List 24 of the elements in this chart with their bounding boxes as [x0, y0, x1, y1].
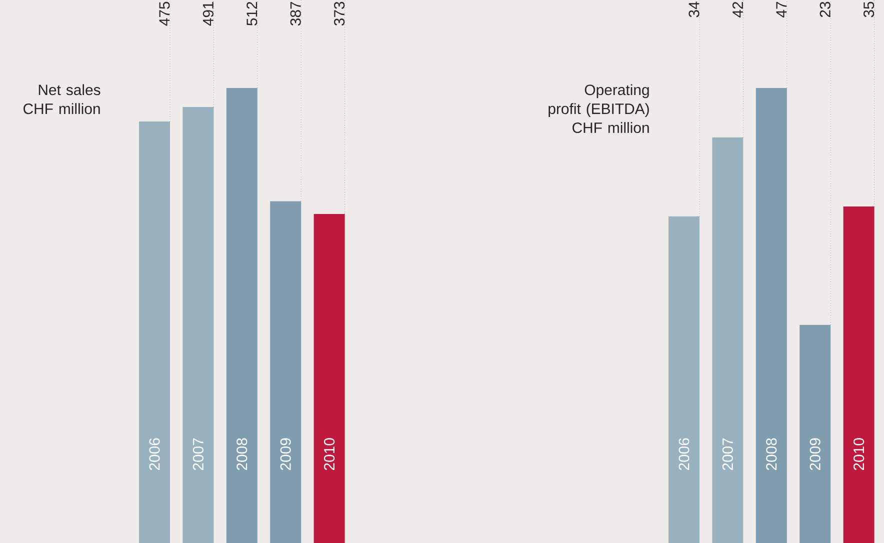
x-tick-label: 2010: [324, 438, 335, 470]
x-tick-label: 2006: [678, 438, 690, 470]
x-tick-label: 2008: [236, 438, 248, 470]
text: CHF million: [24, 103, 100, 114]
x-tick-label: 2008: [766, 438, 777, 470]
data-label: 23: [820, 2, 830, 18]
data-label: 34: [688, 2, 700, 18]
data-label: 512: [246, 2, 258, 26]
data-label: 475: [159, 2, 170, 26]
data-label: 47: [776, 2, 787, 18]
data-label: 491: [202, 2, 214, 26]
x-tick-label: 2007: [192, 438, 204, 470]
x-tick-label: 2009: [810, 438, 820, 470]
x-tick-label: 2009: [280, 438, 291, 470]
x-tick-label: 2010: [854, 438, 864, 470]
chart-title: Operating profit (EBITDA): [548, 84, 649, 118]
data-label: 42: [732, 2, 743, 18]
x-tick-label: 2006: [149, 438, 160, 470]
chart-title: Net sales: [38, 84, 100, 96]
text: CHF million: [572, 122, 649, 134]
data-label: 35: [864, 2, 874, 18]
data-label: 387: [290, 2, 301, 26]
data-label: 373: [334, 2, 345, 26]
x-tick-label: 2007: [722, 438, 733, 470]
